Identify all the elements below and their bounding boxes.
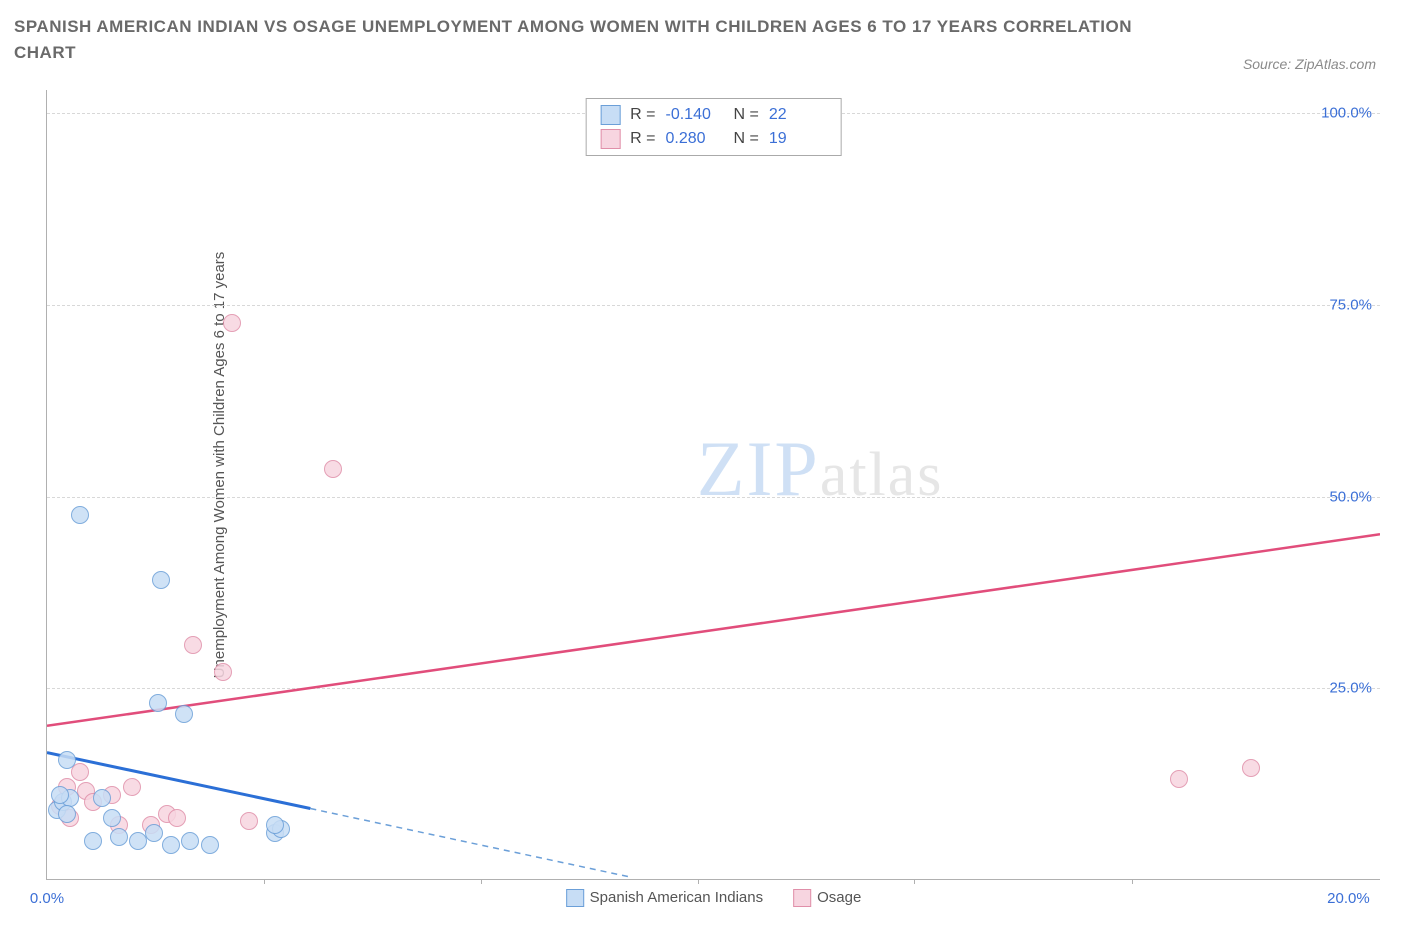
x-tick-label: 20.0% [1327,890,1370,907]
legend-swatch-series1 [600,105,620,125]
legend-row-series1: R = -0.140 N = 22 [600,103,827,127]
x-minor-tick [1132,879,1133,884]
y-tick-label: 25.0% [1329,680,1372,697]
scatter-point [84,832,102,850]
series1-r-value: -0.140 [666,106,724,124]
scatter-point [175,705,193,723]
scatter-point [123,778,141,796]
scatter-point [51,786,69,804]
legend-row-series2: R = 0.280 N = 19 [600,127,827,151]
x-minor-tick [264,879,265,884]
scatter-point [129,832,147,850]
y-tick-label: 50.0% [1329,488,1372,505]
scatter-point [324,460,342,478]
legend-item-series1: Spanish American Indians [566,889,763,907]
chart-title: SPANISH AMERICAN INDIAN VS OSAGE UNEMPLO… [14,14,1134,65]
watermark-atlas: atlas [820,440,944,511]
series-legend: Spanish American Indians Osage [566,889,862,907]
series2-r-value: 0.280 [666,130,724,148]
scatter-point [1170,770,1188,788]
x-minor-tick [914,879,915,884]
y-tick-label: 75.0% [1329,296,1372,313]
scatter-point [93,789,111,807]
legend-swatch-icon [566,889,584,907]
scatter-point [145,824,163,842]
scatter-point [181,832,199,850]
scatter-point [71,506,89,524]
series1-n-value: 22 [769,106,827,124]
legend-swatch-icon [793,889,811,907]
scatter-point [240,812,258,830]
scatter-point [1242,759,1260,777]
scatter-point [223,314,241,332]
scatter-point [103,809,121,827]
chart-plot-area: ZIPatlas 25.0%50.0%75.0%100.0% 0.0%20.0%… [46,90,1380,880]
gridline [47,497,1380,498]
scatter-point [168,809,186,827]
scatter-point [58,751,76,769]
gridline [47,688,1380,689]
scatter-point [58,805,76,823]
legend-swatch-series2 [600,129,620,149]
x-tick-label: 0.0% [30,890,64,907]
legend-item-series2: Osage [793,889,861,907]
scatter-point [149,694,167,712]
watermark: ZIPatlas [697,424,944,514]
source-label: Source: ZipAtlas.com [1243,56,1376,72]
scatter-point [184,636,202,654]
x-minor-tick [698,879,699,884]
correlation-legend: R = -0.140 N = 22 R = 0.280 N = 19 [585,98,842,156]
scatter-point [152,571,170,589]
scatter-point [201,836,219,854]
series2-n-value: 19 [769,130,827,148]
y-tick-label: 100.0% [1321,105,1372,122]
scatter-point [214,663,232,681]
scatter-point [162,836,180,854]
gridline [47,305,1380,306]
scatter-point [266,816,284,834]
watermark-zip: ZIP [697,424,820,514]
scatter-point [110,828,128,846]
x-minor-tick [481,879,482,884]
